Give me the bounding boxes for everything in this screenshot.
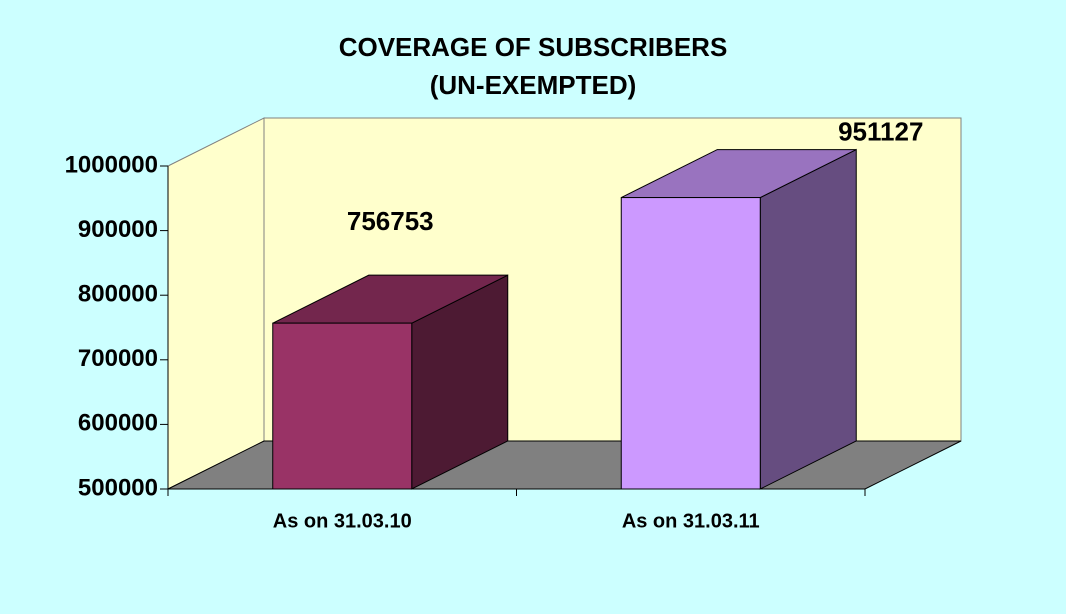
y-tick-label: 600000 — [78, 410, 158, 437]
bar-side — [759, 148, 857, 490]
chart-title: (UN-EXEMPTED) — [430, 70, 637, 100]
chart-title: COVERAGE OF SUBSCRIBERS — [339, 32, 728, 62]
y-tick-label: 900000 — [78, 216, 158, 243]
x-tick-label: As on 31.03.11 — [622, 510, 760, 532]
bar — [620, 197, 761, 490]
y-tick-label: 1000000 — [65, 151, 158, 178]
data-label: 951127 — [838, 116, 923, 146]
x-tick-label: As on 31.03.10 — [273, 510, 412, 532]
bar — [272, 322, 413, 490]
data-label: 756753 — [347, 206, 434, 236]
y-tick-label: 800000 — [78, 281, 158, 308]
y-tick-label: 700000 — [78, 345, 158, 372]
side-wall — [167, 117, 265, 490]
y-tick-label: 500000 — [78, 474, 158, 501]
